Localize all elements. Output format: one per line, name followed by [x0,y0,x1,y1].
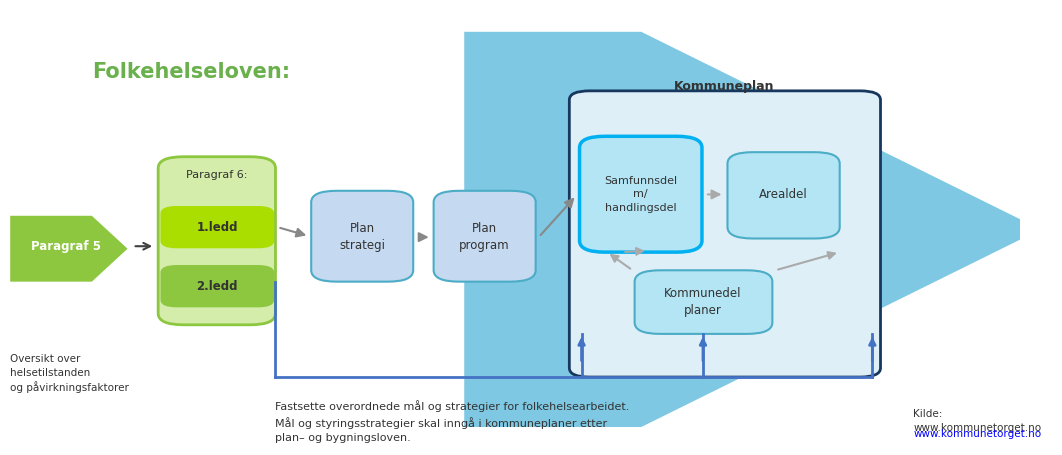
Text: Arealdel: Arealdel [759,188,808,201]
Text: Plan
program: Plan program [460,222,510,252]
FancyBboxPatch shape [311,191,413,282]
Text: Samfunnsdel
m/
handlingsdel: Samfunnsdel m/ handlingsdel [604,176,678,212]
Text: 2.ledd: 2.ledd [196,280,238,293]
Text: Oversikt over
helsetilstanden
og påvirkningsfaktorer: Oversikt over helsetilstanden og påvirkn… [11,354,130,394]
FancyBboxPatch shape [161,266,273,307]
FancyBboxPatch shape [158,157,275,325]
Text: Paragraf 6:: Paragraf 6: [186,170,247,180]
Polygon shape [11,216,127,282]
Text: Kommunedel
planer: Kommunedel planer [664,287,741,317]
FancyBboxPatch shape [433,191,535,282]
FancyBboxPatch shape [727,152,840,238]
Text: www.kommunetorget.no: www.kommunetorget.no [913,429,1041,439]
FancyBboxPatch shape [161,207,273,248]
FancyBboxPatch shape [569,91,880,377]
Text: Folkehelseloven:: Folkehelseloven: [91,62,290,82]
Text: Paragraf 5: Paragraf 5 [31,240,101,253]
Text: Kilde:
www.kommunetorget.no: Kilde: www.kommunetorget.no [913,409,1041,433]
FancyBboxPatch shape [635,270,772,334]
Text: Kommuneplan: Kommuneplan [674,80,774,93]
FancyBboxPatch shape [580,136,702,252]
Text: Plan
strategi: Plan strategi [339,222,386,252]
Polygon shape [464,32,1041,427]
Text: 1.ledd: 1.ledd [196,221,238,233]
Text: Fastsette overordnede mål og strategier for folkehelsearbeidet.
Mål og styringss: Fastsette overordnede mål og strategier … [275,400,630,443]
